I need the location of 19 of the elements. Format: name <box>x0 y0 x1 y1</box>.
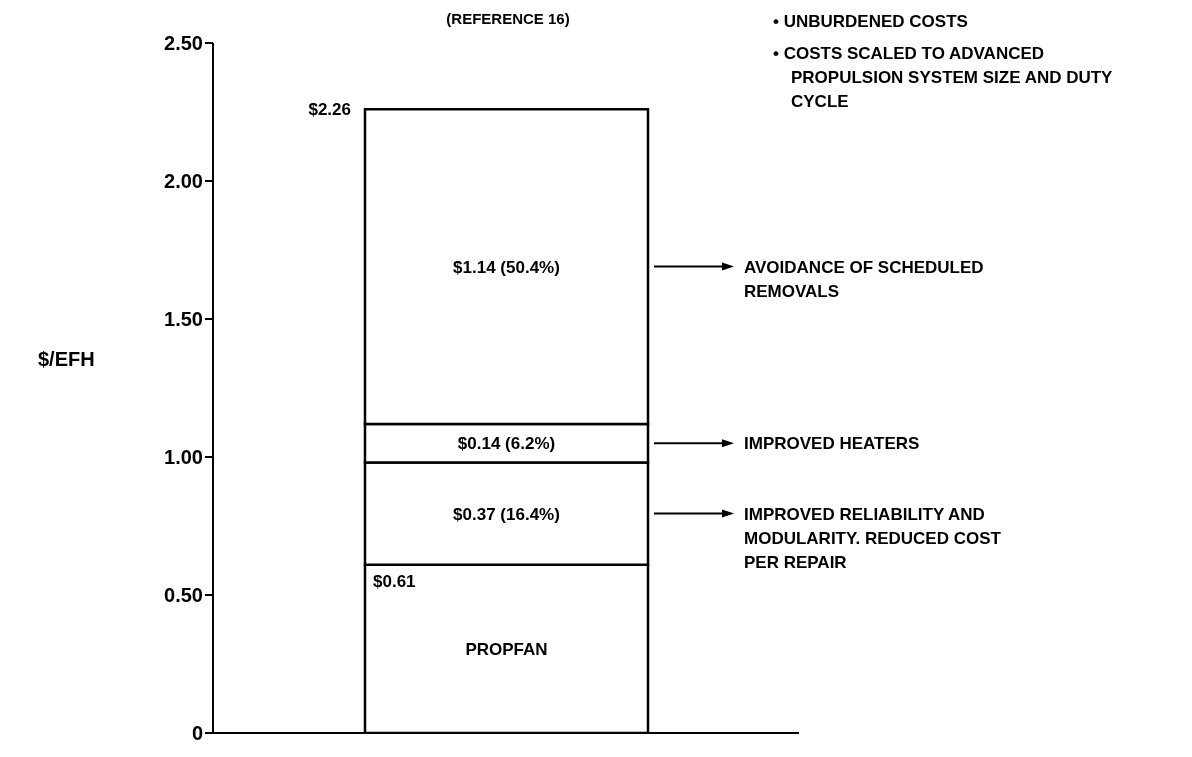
legend-label: IMPROVED HEATERS <box>744 434 920 454</box>
text: • UNBURDENED COSTS <box>773 11 969 33</box>
data-label: $0.61 <box>373 571 416 591</box>
annotation: • COSTS SCALED TO ADVANCED PROPULSION SYSTEM SIZE AND DUTY CYCLE <box>773 43 1114 113</box>
y-tick-label: 2.50 <box>164 32 203 55</box>
data-label: $0.14 (6.2%) <box>457 434 556 454</box>
y-axis-title: $/EFH <box>38 348 95 371</box>
y-tick-label: 1.00 <box>164 446 203 469</box>
series-label: PROPFAN <box>465 639 548 659</box>
text: (REFERENCE 16) <box>445 10 571 27</box>
y-tick-label: 1.50 <box>164 308 203 331</box>
y-tick-label: 0.50 <box>164 584 203 607</box>
data-label: $0.37 (16.4%) <box>453 504 560 524</box>
legend-label: AVOIDANCE OF SCHEDULED REMOVALS <box>744 257 984 301</box>
total-label: $2.26 <box>308 100 351 120</box>
y-tick-label: 2.00 <box>164 170 203 193</box>
legend-label: IMPROVED RELIABILITY AND MODULARITY. REDUCED COST PER REPAIR <box>744 504 1002 572</box>
data-label: $1.14 (50.4%) <box>453 257 560 277</box>
y-tick-label: 0 <box>191 722 203 745</box>
